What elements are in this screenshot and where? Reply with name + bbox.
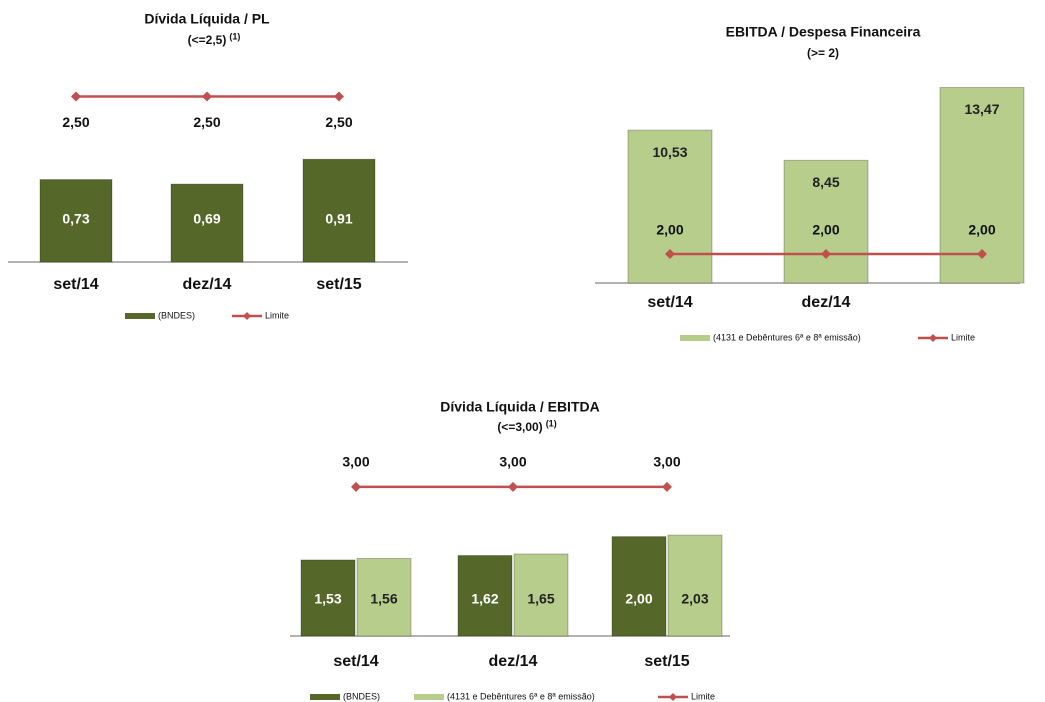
legend-label: Limite xyxy=(951,332,975,342)
legend-swatch xyxy=(414,694,444,700)
bar-value-label: 1,56 xyxy=(370,591,397,607)
bar xyxy=(300,559,356,637)
bar xyxy=(783,159,869,284)
bar-value-label: 1,62 xyxy=(471,591,498,607)
category-label: set/14 xyxy=(53,276,98,293)
bar-value-label: 8,45 xyxy=(812,174,839,190)
bar xyxy=(513,553,569,637)
legend-swatch xyxy=(680,335,710,341)
legend-marker xyxy=(243,312,251,320)
subtitle-reference: (1) xyxy=(229,31,240,41)
limit-value-label: 3,00 xyxy=(499,454,526,470)
legend-swatch xyxy=(125,313,155,319)
limit-value-label: 2,00 xyxy=(812,222,839,238)
limit-value-label: 2,50 xyxy=(62,114,89,130)
bar-value-label: 2,03 xyxy=(681,591,708,607)
bar-value-label: 1,65 xyxy=(527,591,554,607)
category-label: dez/14 xyxy=(183,276,232,293)
legend-label: Limite xyxy=(265,310,289,320)
limit-marker xyxy=(71,91,81,102)
subtitle-reference: (1) xyxy=(546,418,557,428)
chart-title: Dívida Líquida / PL xyxy=(144,11,270,27)
legend-label: (4131 e Debêntures 6ª e 8ª emissão) xyxy=(713,332,861,342)
legend-marker xyxy=(929,334,937,342)
legend-label: Limite xyxy=(691,691,715,701)
limit-value-label: 2,50 xyxy=(325,114,352,130)
chart-title: Dívida Líquida / EBITDA xyxy=(440,399,599,415)
category-label: dez/14 xyxy=(489,653,538,670)
chart-subtitle: (>= 2) xyxy=(807,46,839,60)
bar xyxy=(170,183,244,263)
limit-marker xyxy=(351,481,361,492)
legend-label: (BNDES) xyxy=(158,310,195,320)
bar xyxy=(457,554,513,637)
bar xyxy=(356,557,412,637)
chart-subtitle: (<=3,00) xyxy=(497,420,542,434)
bar-value-label: 0,91 xyxy=(325,211,352,227)
limit-marker xyxy=(977,248,987,259)
limit-marker xyxy=(662,481,672,492)
category-label: dez/14 xyxy=(802,294,851,311)
bar xyxy=(667,534,723,637)
limit-value-label: 2,00 xyxy=(968,222,995,238)
bar xyxy=(39,179,113,263)
legend-label: (BNDES) xyxy=(343,691,380,701)
bar-value-label: 10,53 xyxy=(652,144,687,160)
bar-value-label: 0,69 xyxy=(193,211,220,227)
bar xyxy=(302,158,376,263)
limit-marker xyxy=(508,481,518,492)
chart-title: EBITDA / Despesa Financeira xyxy=(726,24,921,40)
category-label: set/15 xyxy=(316,276,361,293)
bar-value-label: 0,73 xyxy=(62,211,89,227)
category-label: set/14 xyxy=(647,294,692,311)
category-label: set/14 xyxy=(333,653,378,670)
limit-marker xyxy=(821,248,831,259)
legend-label: (4131 e Debêntures 6ª e 8ª emissão) xyxy=(447,691,595,701)
limit-value-label: 3,00 xyxy=(342,454,369,470)
bar-value-label: 13,47 xyxy=(964,101,999,117)
legend-swatch xyxy=(310,694,340,700)
limit-marker xyxy=(334,91,344,102)
limit-value-label: 2,50 xyxy=(193,114,220,130)
limit-value-label: 3,00 xyxy=(653,454,680,470)
bar-value-label: 2,00 xyxy=(625,591,652,607)
legend-marker xyxy=(669,693,677,701)
limit-marker xyxy=(202,91,212,102)
bar-value-label: 1,53 xyxy=(314,591,341,607)
category-label: set/15 xyxy=(644,653,689,670)
bar xyxy=(611,536,667,637)
limit-value-label: 2,00 xyxy=(656,222,683,238)
limit-marker xyxy=(665,248,675,259)
chart-subtitle: (<=2,5) xyxy=(188,33,227,47)
